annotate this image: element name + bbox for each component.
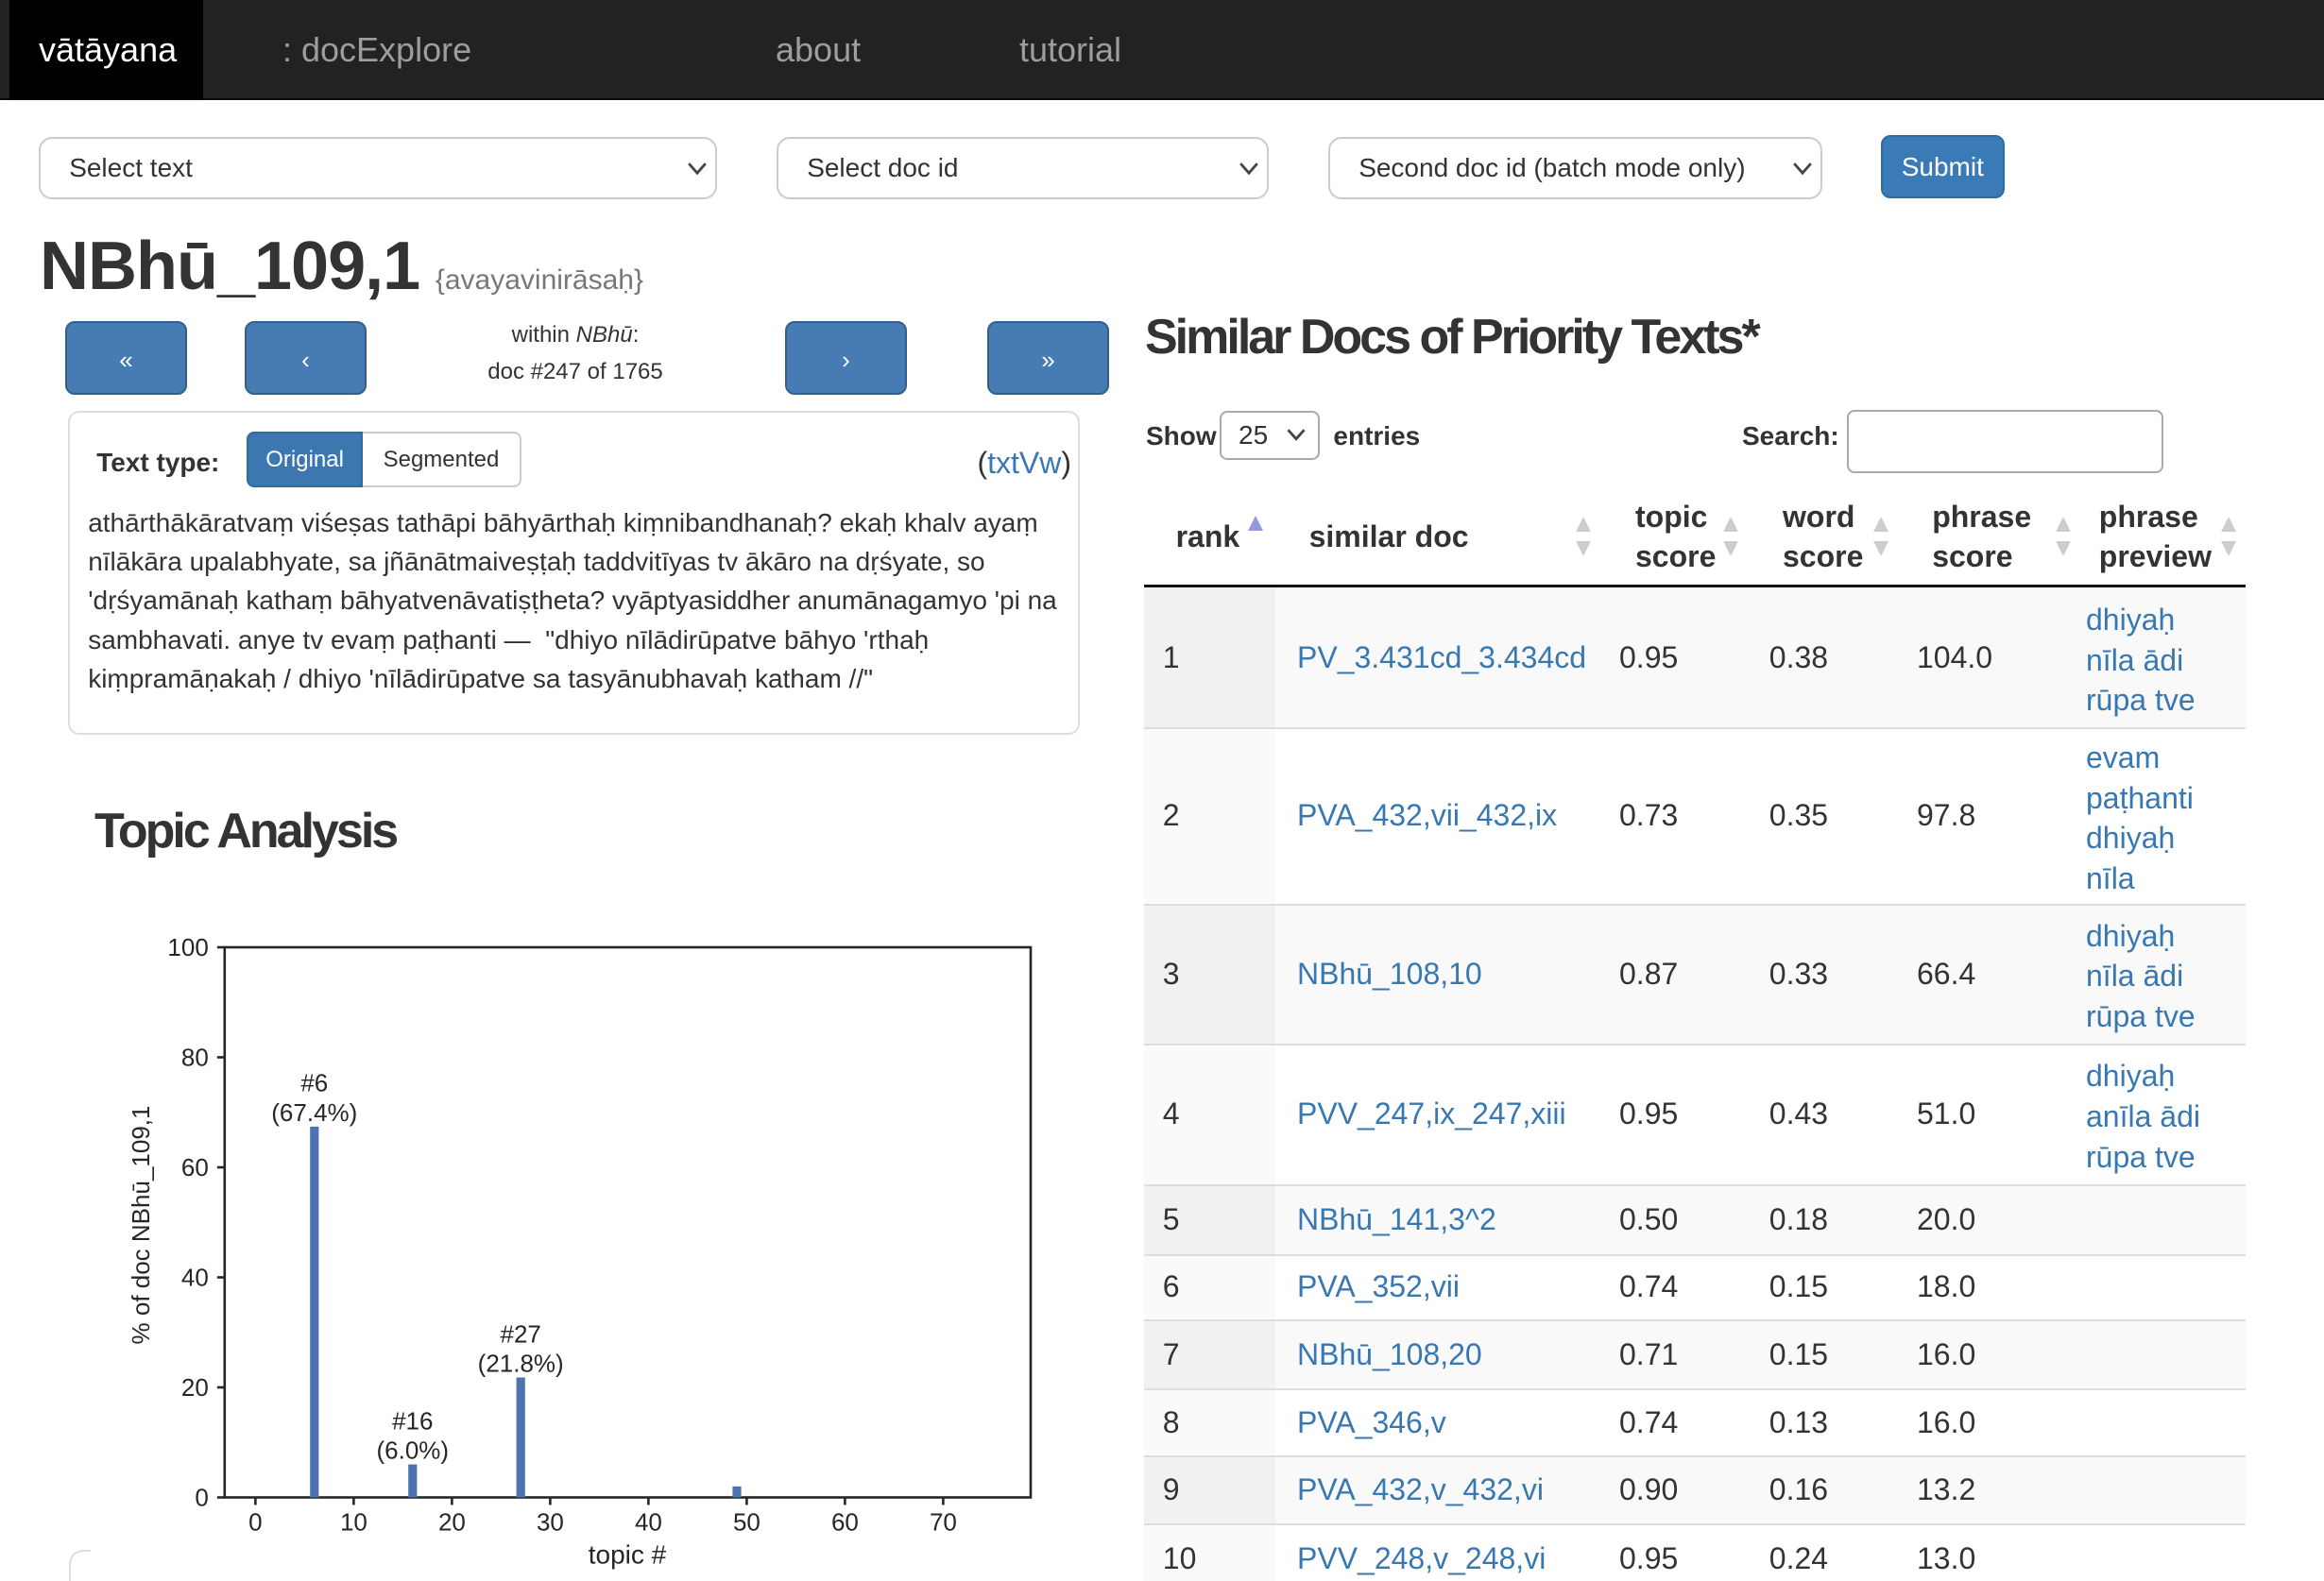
svg-text:#6: #6 [300, 1069, 328, 1097]
svg-text:topic #: topic # [589, 1539, 667, 1569]
svg-text:(6.0%): (6.0%) [377, 1436, 450, 1465]
svg-text:20: 20 [181, 1373, 209, 1402]
svg-text:(21.8%): (21.8%) [478, 1350, 564, 1378]
svg-text:50: 50 [733, 1508, 760, 1537]
svg-text:30: 30 [537, 1508, 564, 1537]
svg-text:20: 20 [438, 1508, 466, 1537]
svg-text:(67.4%): (67.4%) [271, 1098, 357, 1127]
svg-text:0: 0 [248, 1508, 262, 1537]
svg-text:100: 100 [167, 933, 208, 961]
svg-text:% of doc NBhū_109,1: % of doc NBhū_109,1 [127, 1106, 155, 1345]
svg-text:60: 60 [831, 1508, 859, 1537]
svg-text:60: 60 [181, 1153, 209, 1182]
svg-text:70: 70 [930, 1508, 957, 1537]
svg-text:0: 0 [195, 1484, 208, 1512]
svg-text:#16: #16 [392, 1406, 433, 1435]
svg-text:10: 10 [340, 1508, 367, 1537]
svg-text:40: 40 [181, 1264, 209, 1292]
svg-text:40: 40 [635, 1508, 662, 1537]
svg-text:#27: #27 [501, 1319, 541, 1348]
svg-text:80: 80 [181, 1044, 209, 1072]
